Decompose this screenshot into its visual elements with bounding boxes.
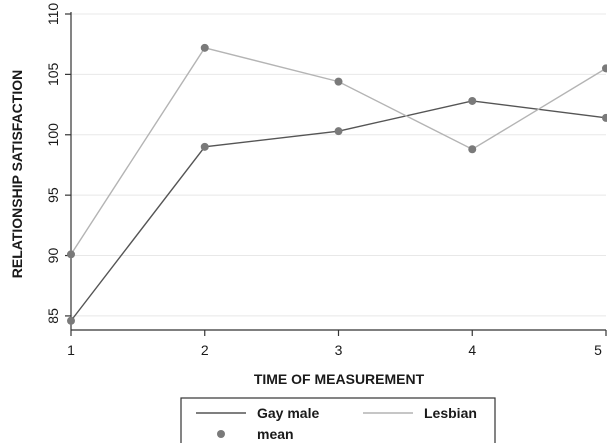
mean-point	[200, 142, 209, 151]
x-tick-label: 1	[67, 342, 75, 358]
y-tick-label: 110	[45, 3, 61, 26]
y-tick-label: 95	[45, 187, 61, 203]
legend-label-lesbian: Lesbian	[424, 405, 477, 421]
mean-markers	[67, 43, 607, 325]
mean-point	[334, 77, 343, 86]
y-axis-title: RELATIONSHIP SATISFACTION	[9, 70, 25, 278]
x-axis-title: TIME OF MEASUREMENT	[254, 371, 425, 387]
mean-point	[468, 96, 477, 105]
series-lines	[70, 47, 607, 322]
y-tick-label: 105	[45, 62, 61, 86]
mean-point	[334, 127, 343, 136]
mean-point	[67, 316, 75, 325]
y-tick-label: 85	[45, 308, 61, 324]
legend-marker-mean	[217, 430, 225, 438]
mean-point	[602, 64, 607, 73]
x-tick-label: 3	[335, 342, 343, 358]
y-tick-label: 100	[45, 123, 61, 147]
y-tick-label: 90	[45, 248, 61, 264]
x-tick-label: 5	[594, 342, 602, 358]
x-tick-label: 2	[201, 342, 209, 358]
mean-point	[602, 113, 607, 122]
legend-label-mean: mean	[257, 426, 294, 442]
mean-point	[468, 145, 477, 154]
legend-box	[180, 397, 496, 443]
grid-lines	[71, 13, 606, 317]
legend-label-gay-male: Gay male	[257, 405, 319, 421]
legend: Gay male Lesbian mean	[180, 397, 496, 443]
mean-point	[200, 43, 209, 52]
mean-point	[67, 250, 75, 259]
x-tick-label: 4	[468, 342, 476, 358]
axes: 85 90 95 100 105 110 1 2 3 4 5	[45, 3, 607, 358]
